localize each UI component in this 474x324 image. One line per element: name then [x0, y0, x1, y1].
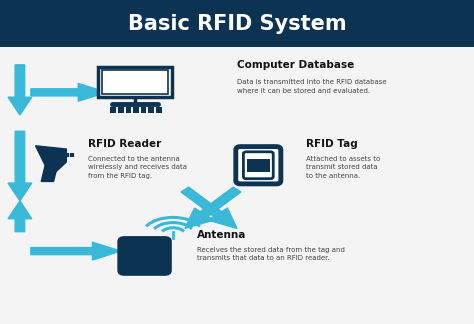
Bar	[0, 0, 474, 47]
FancyBboxPatch shape	[102, 70, 168, 94]
Bar	[126, 110, 131, 113]
Bar	[110, 110, 116, 113]
Bar	[126, 107, 131, 110]
Polygon shape	[36, 146, 66, 177]
Text: RFID Reader: RFID Reader	[88, 139, 161, 149]
Polygon shape	[185, 187, 241, 228]
Polygon shape	[31, 242, 121, 260]
Bar	[156, 107, 162, 110]
Text: Connected to the antenna
wirelessly and receives data
from the RFID tag.: Connected to the antenna wirelessly and …	[88, 156, 187, 179]
Text: RFID Tag: RFID Tag	[306, 139, 357, 149]
Bar	[156, 110, 162, 113]
Bar	[110, 107, 116, 110]
Bar	[148, 110, 154, 113]
Bar	[148, 107, 154, 110]
Text: Attached to assets to
transmit stored data
to the antenna.: Attached to assets to transmit stored da…	[306, 156, 380, 179]
Bar	[118, 110, 124, 113]
Polygon shape	[31, 84, 107, 101]
Polygon shape	[181, 187, 237, 228]
Polygon shape	[8, 65, 32, 115]
FancyBboxPatch shape	[118, 237, 171, 274]
Text: Data is transmitted into the RFID database
where it can be stored and evaluated.: Data is transmitted into the RFID databa…	[237, 79, 387, 94]
Text: Antenna: Antenna	[197, 230, 246, 240]
Text: Computer Database: Computer Database	[237, 60, 354, 70]
Polygon shape	[8, 131, 32, 201]
Bar	[118, 107, 124, 110]
FancyBboxPatch shape	[244, 152, 273, 179]
FancyBboxPatch shape	[247, 159, 270, 172]
FancyBboxPatch shape	[98, 67, 172, 97]
Polygon shape	[41, 162, 58, 181]
FancyBboxPatch shape	[236, 147, 281, 184]
Bar	[133, 107, 139, 110]
Text: Receives the stored data from the tag and
transmits that data to an RFID reader.: Receives the stored data from the tag an…	[197, 247, 345, 261]
Bar	[141, 107, 146, 110]
Polygon shape	[8, 201, 32, 232]
Text: Basic RFID System: Basic RFID System	[128, 14, 346, 34]
Bar	[141, 110, 146, 113]
Bar	[133, 110, 139, 113]
